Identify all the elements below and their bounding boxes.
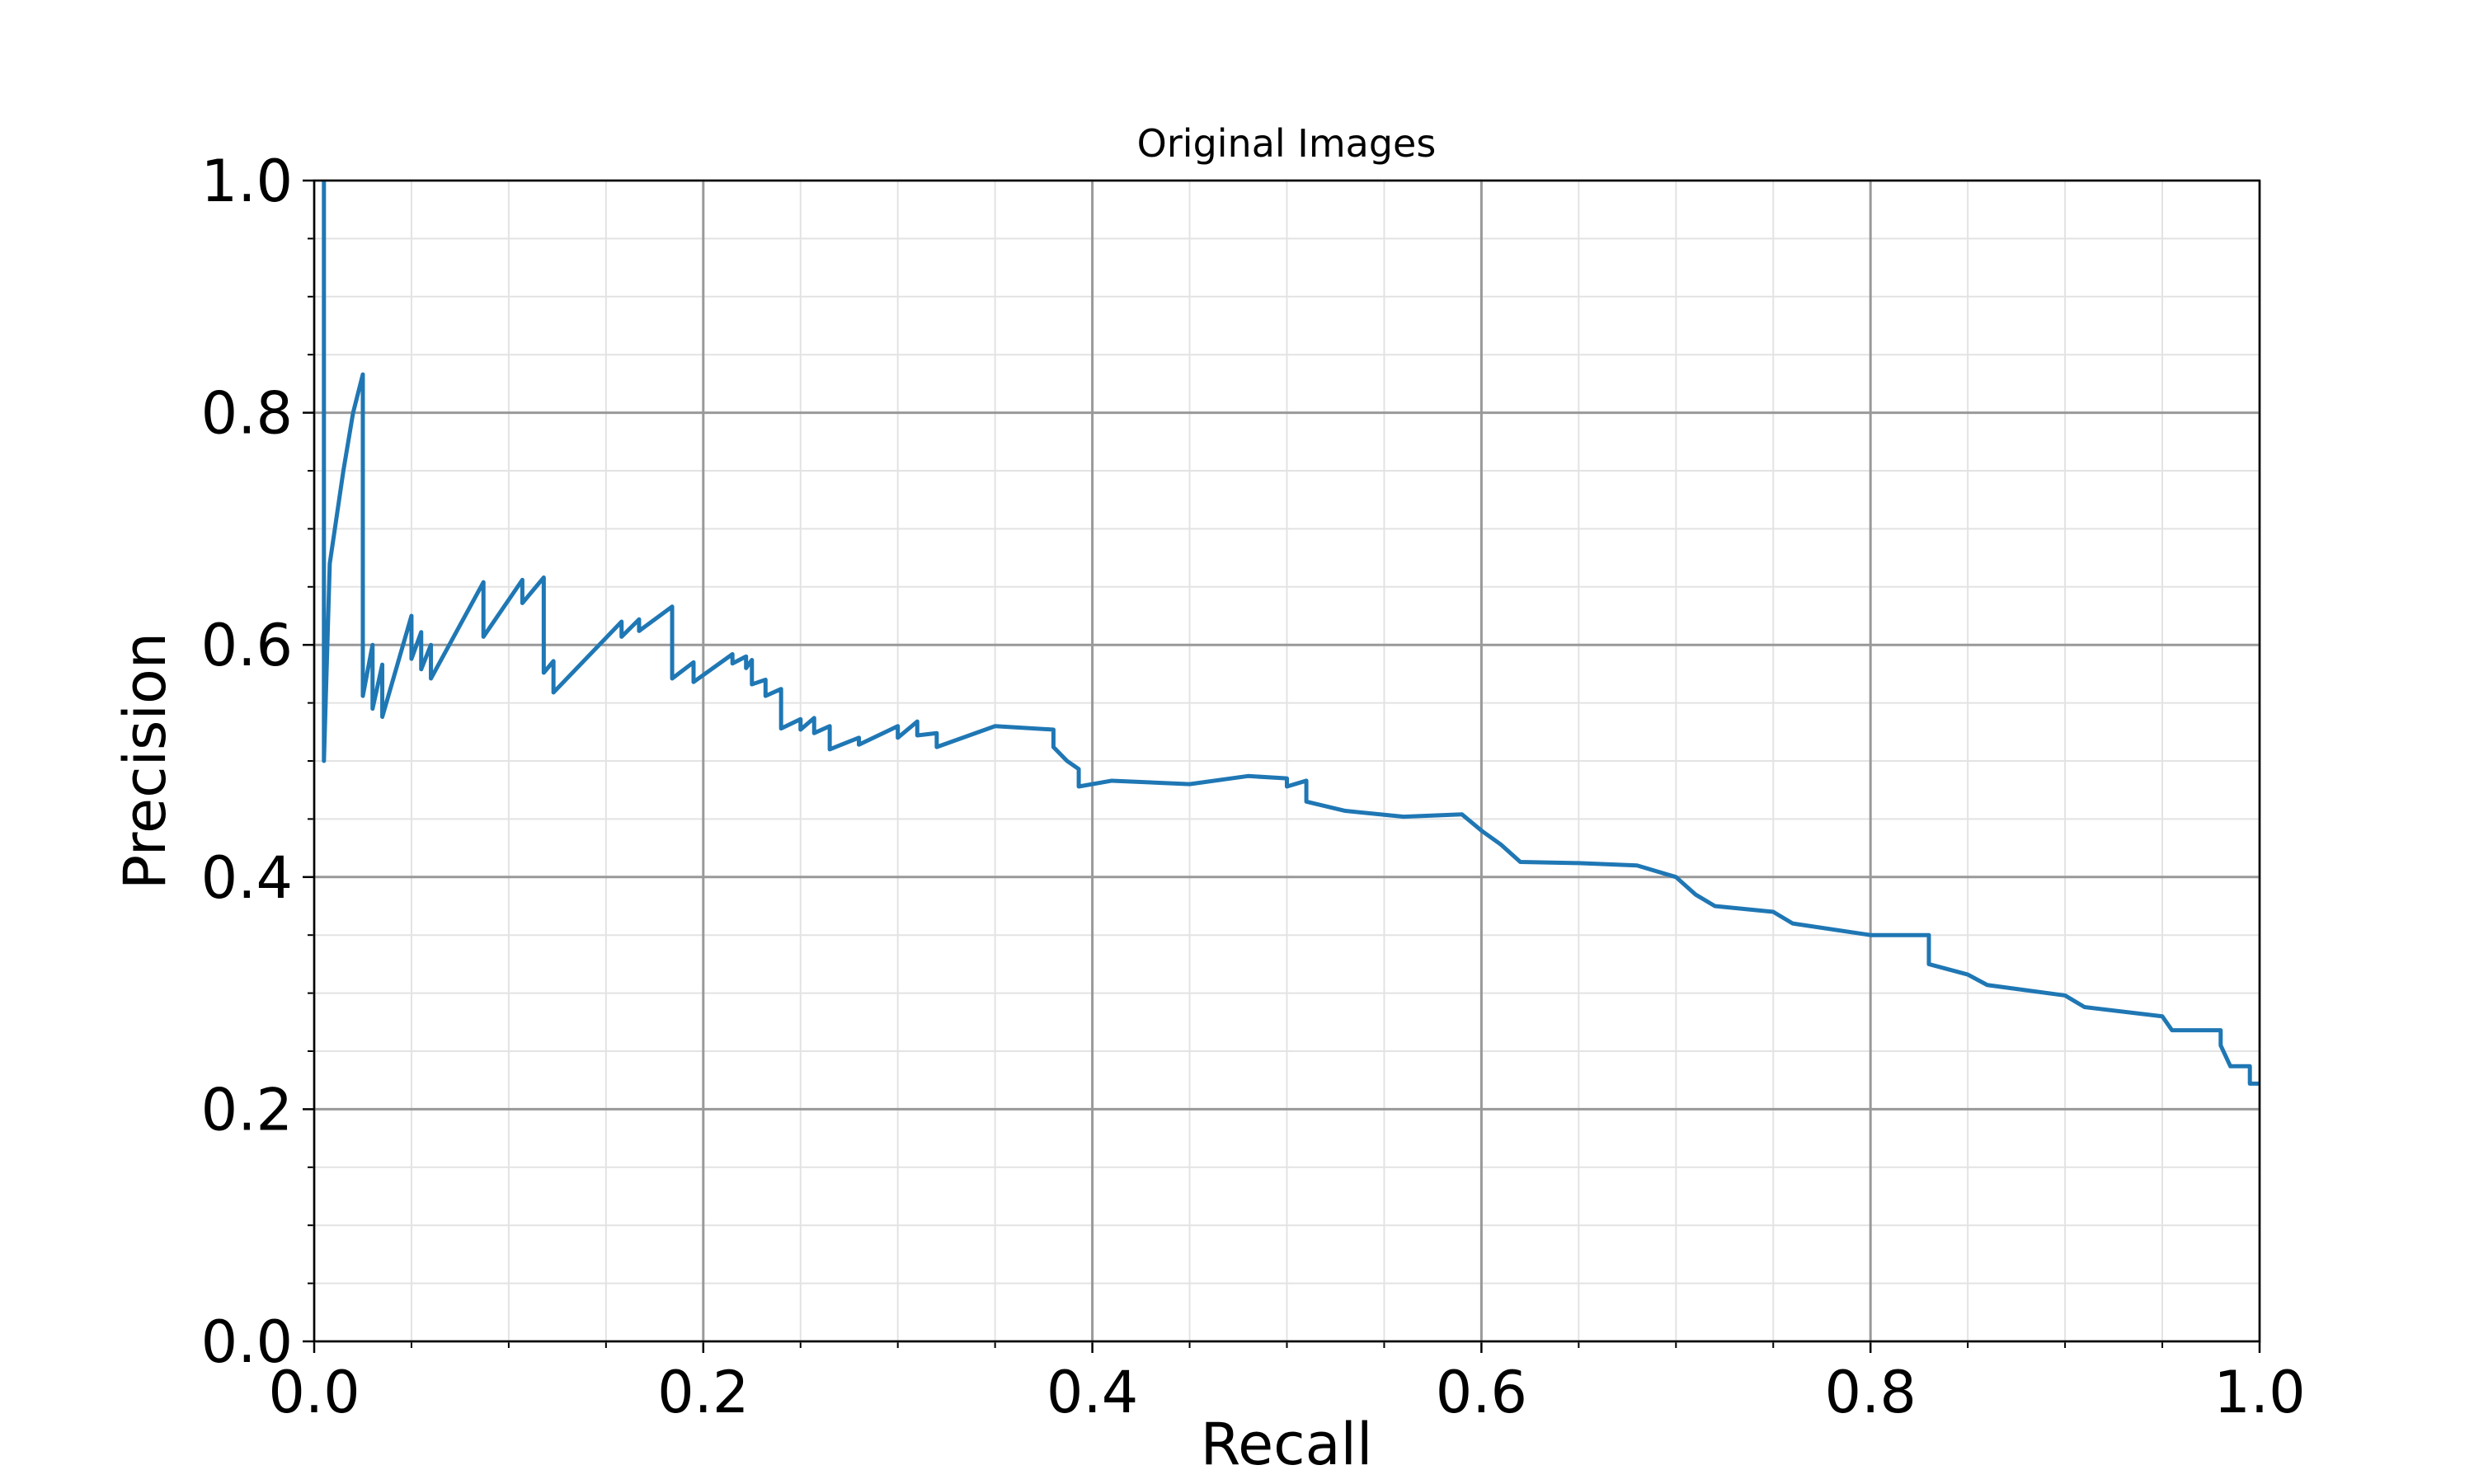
y-axis-label: Precision [111,632,179,890]
y-tick-label: 0.4 [201,844,293,912]
y-tick-label: 0.8 [201,380,293,448]
x-axis-label: Recall [1201,1411,1373,1478]
x-tick-label: 0.8 [1825,1359,1917,1426]
x-tick-label: 0.2 [657,1359,749,1426]
x-tick-label: 1.0 [2213,1359,2305,1426]
x-tick-label: 0.0 [268,1359,360,1426]
x-tick-label: 0.4 [1047,1359,1138,1426]
y-tick-label: 1.0 [201,148,293,215]
pr-curve [322,181,2260,1086]
y-tick-label: 0.2 [201,1076,293,1144]
chart-title: Original Images [1137,121,1437,166]
y-tick-label: 0.0 [201,1308,293,1376]
x-tick-label: 0.6 [1436,1359,1527,1426]
y-tick-label: 0.6 [201,612,293,679]
axes-frame [313,179,2261,1343]
